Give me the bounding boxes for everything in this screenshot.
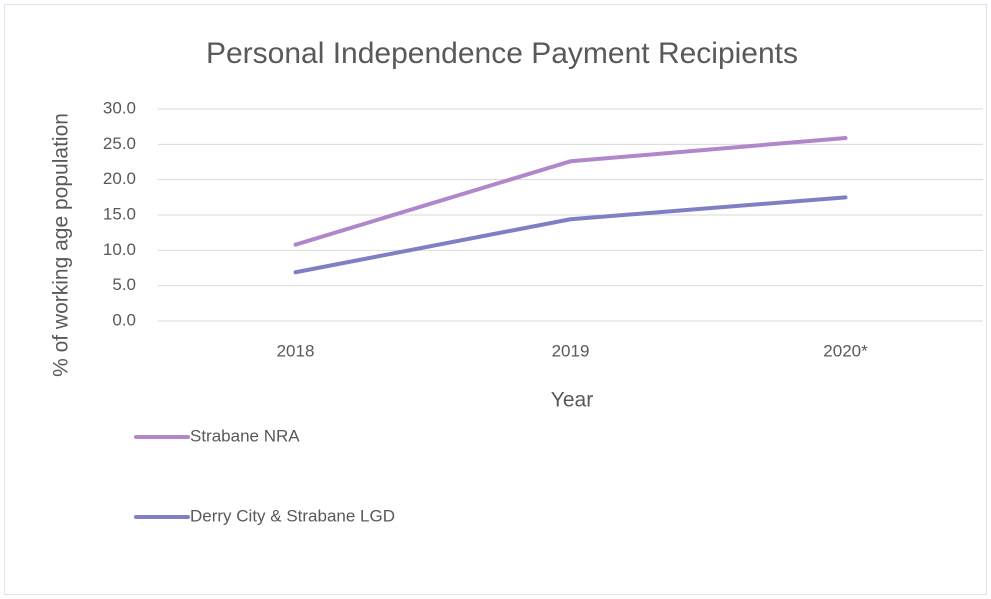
chart-border <box>4 4 987 595</box>
legend-label: Strabane NRA <box>190 426 300 445</box>
chart-title: Personal Independence Payment Recipients <box>206 37 798 70</box>
y-axis-label: % of working age population <box>50 113 73 377</box>
y-tick-label: 10.0 <box>103 240 136 259</box>
x-tick-label: 2018 <box>277 341 315 360</box>
y-tick-label: 15.0 <box>103 204 136 223</box>
y-tick-label: 25.0 <box>103 134 136 153</box>
y-tick-label: 0.0 <box>112 310 136 329</box>
x-tick-label: 2019 <box>552 341 590 360</box>
y-tick-label: 30.0 <box>103 98 136 117</box>
series-line <box>293 195 848 275</box>
x-axis-label: Year <box>551 389 593 412</box>
legend-label: Derry City & Strabane LGD <box>190 506 395 525</box>
x-tick-label: 2020* <box>823 341 868 360</box>
y-tick-label: 5.0 <box>112 275 136 294</box>
y-tick-label: 20.0 <box>103 169 136 188</box>
series-line <box>293 135 848 247</box>
